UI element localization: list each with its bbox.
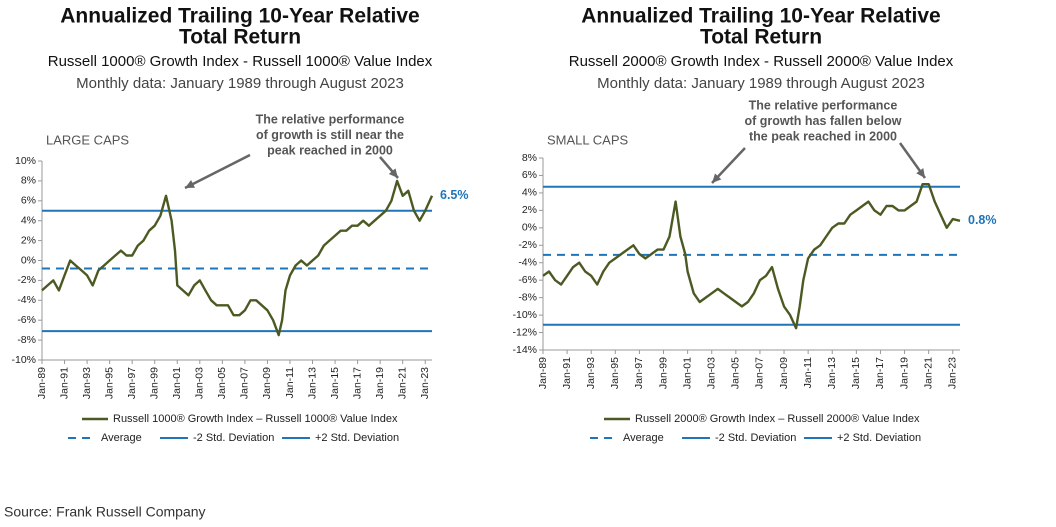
x-tick-label: Jan-19	[898, 357, 910, 389]
x-tick-label: Jan-89	[537, 357, 549, 389]
x-tick-label: Jan-99	[657, 357, 669, 389]
x-tick-label: Jan-23	[419, 367, 431, 399]
x-tick-label: Jan-89	[36, 367, 48, 399]
y-tick-label: -2%	[17, 274, 36, 286]
y-tick-label: -10%	[11, 354, 36, 366]
data-line	[41, 179, 434, 337]
x-tick-label: Jan-95	[103, 367, 115, 399]
y-tick-label: 6%	[522, 169, 537, 181]
chart-title: Total Return	[179, 26, 301, 49]
annotation: The relative performance	[749, 98, 898, 112]
y-tick-label: -8%	[518, 291, 537, 303]
annotation: the peak reached in 2000	[749, 129, 897, 143]
x-tick-label: Jan-07	[754, 357, 766, 389]
x-tick-label: Jan-01	[681, 357, 693, 389]
subtitle: Russell 1000® Growth Index - Russell 100…	[48, 53, 433, 70]
y-tick-label: 6%	[21, 195, 36, 207]
y-tick-label: -14%	[512, 344, 537, 356]
x-tick-label: Jan-93	[81, 367, 93, 399]
legend-label: Russell 1000® Growth Index – Russell 100…	[113, 413, 398, 425]
x-tick-label: Jan-97	[633, 357, 645, 389]
legend-label: Average	[623, 432, 664, 444]
note: Monthly data: January 1989 through Augus…	[597, 75, 925, 92]
arrow-head	[712, 173, 722, 183]
x-tick-label: Jan-23	[947, 357, 959, 389]
arrow-head	[388, 168, 398, 178]
arrow-head	[185, 180, 195, 188]
y-tick-label: -12%	[512, 326, 537, 338]
subtitle: Russell 2000® Growth Index - Russell 200…	[569, 53, 954, 70]
y-tick-label: -6%	[518, 274, 537, 286]
y-tick-label: 2%	[522, 204, 537, 216]
legend-label: Average	[101, 432, 142, 444]
legend-label: +2 Std. Deviation	[315, 432, 399, 444]
x-tick-label: Jan-13	[826, 357, 838, 389]
value-label: 0.8%	[968, 213, 997, 227]
arrow-head	[916, 168, 925, 178]
chart-title: Annualized Trailing 10-Year Relative	[581, 5, 940, 28]
x-tick-label: Jan-05	[216, 367, 228, 399]
y-tick-label: -10%	[512, 309, 537, 321]
x-tick-label: Jan-17	[874, 357, 886, 389]
y-tick-label: 10%	[15, 155, 36, 167]
annotation-arrow	[184, 153, 251, 190]
source: Source: Frank Russell Company	[4, 504, 206, 520]
legend-label: +2 Std. Deviation	[837, 432, 921, 444]
x-tick-label: Jan-11	[284, 367, 296, 398]
y-tick-label: -4%	[17, 294, 36, 306]
chart-title: Total Return	[700, 26, 822, 49]
annotation: peak reached in 2000	[267, 143, 393, 157]
legend-label: Russell 2000® Growth Index – Russell 200…	[635, 413, 920, 425]
x-tick-label: Jan-91	[58, 367, 70, 399]
y-tick-label: -8%	[17, 334, 36, 346]
x-tick-label: Jan-03	[706, 357, 718, 389]
data-line	[542, 183, 961, 330]
x-tick-label: Jan-03	[194, 367, 206, 399]
annotation: of growth is still near the	[256, 128, 404, 142]
x-tick-label: Jan-15	[850, 357, 862, 389]
legend-label: -2 Std. Deviation	[193, 432, 274, 444]
x-tick-label: Jan-11	[802, 357, 814, 388]
y-tick-label: 0%	[21, 254, 36, 266]
x-tick-label: Jan-01	[171, 367, 183, 399]
y-tick-label: 8%	[522, 152, 537, 164]
y-tick-label: -6%	[17, 314, 36, 326]
y-tick-label: 8%	[21, 175, 36, 187]
panel-label: SMALL CAPS	[547, 132, 628, 147]
y-tick-label: 0%	[522, 222, 537, 234]
x-tick-label: Jan-17	[351, 367, 363, 399]
x-tick-label: Jan-09	[778, 357, 790, 389]
y-tick-label: -4%	[518, 257, 537, 269]
x-tick-label: Jan-09	[261, 367, 273, 399]
y-tick-label: 2%	[21, 234, 36, 246]
x-tick-label: Jan-93	[585, 357, 597, 389]
x-tick-label: Jan-91	[561, 357, 573, 389]
y-tick-label: 4%	[522, 187, 537, 199]
note: Monthly data: January 1989 through Augus…	[76, 75, 404, 92]
x-tick-label: Jan-05	[730, 357, 742, 389]
annotation: of growth has fallen below	[745, 114, 902, 128]
x-tick-label: Jan-07	[239, 367, 251, 399]
legend-label: -2 Std. Deviation	[715, 432, 796, 444]
x-tick-label: Jan-13	[306, 367, 318, 399]
x-tick-label: Jan-21	[396, 367, 408, 399]
x-tick-label: Jan-95	[609, 357, 621, 389]
value-label: 6.5%	[440, 188, 469, 202]
x-tick-label: Jan-15	[329, 367, 341, 399]
y-tick-label: 4%	[21, 214, 36, 226]
annotation: The relative performance	[256, 112, 405, 126]
x-tick-label: Jan-19	[374, 367, 386, 399]
x-tick-label: Jan-99	[148, 367, 160, 399]
x-tick-label: Jan-21	[922, 357, 934, 389]
y-tick-label: -2%	[518, 239, 537, 251]
x-tick-label: Jan-97	[126, 367, 138, 399]
chart-title: Annualized Trailing 10-Year Relative	[60, 5, 419, 28]
panel-label: LARGE CAPS	[46, 132, 129, 147]
